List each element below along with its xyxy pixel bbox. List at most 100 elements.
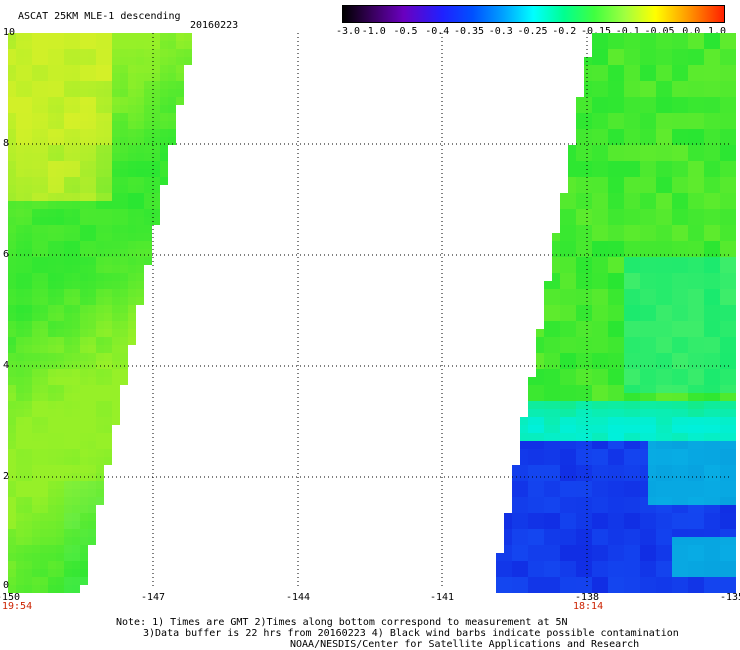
swath-cell	[568, 425, 576, 433]
swath-cell	[656, 185, 664, 193]
swath-cell	[8, 105, 16, 113]
swath-cell	[592, 73, 600, 81]
swath-cell	[688, 385, 696, 393]
swath-cell	[680, 305, 688, 313]
swath-cell	[600, 97, 608, 105]
swath-cell	[616, 217, 624, 225]
swath-cell	[16, 129, 24, 137]
swath-cell	[104, 73, 112, 81]
swath-cell	[72, 377, 80, 385]
swath-cell	[8, 417, 16, 425]
swath-cell	[696, 57, 704, 65]
swath-cell	[16, 433, 24, 441]
swath-cell	[648, 553, 656, 561]
swath-cell	[664, 281, 672, 289]
swath-cell	[64, 337, 72, 345]
swath-cell	[48, 401, 56, 409]
swath-cell	[520, 497, 528, 505]
swath-cell	[616, 529, 624, 537]
swath-cell	[104, 49, 112, 57]
swath-cell	[16, 305, 24, 313]
swath-cell	[720, 201, 728, 209]
swath-cell	[64, 169, 72, 177]
swath-cell	[16, 153, 24, 161]
swath-cell	[656, 561, 664, 569]
swath-cell	[544, 353, 552, 361]
swath-cell	[632, 121, 640, 129]
swath-cell	[80, 417, 88, 425]
swath-cell	[16, 345, 24, 353]
swath-cell	[520, 417, 528, 425]
swath-cell	[104, 41, 112, 49]
swath-cell	[584, 137, 592, 145]
swath-cell	[520, 505, 528, 513]
swath-cell	[688, 225, 696, 233]
swath-cell	[648, 345, 656, 353]
swath-cell	[656, 73, 664, 81]
swath-cell	[48, 489, 56, 497]
swath-cell	[64, 465, 72, 473]
swath-cell	[24, 281, 32, 289]
swath-cell	[8, 537, 16, 545]
swath-cell	[88, 201, 96, 209]
swath-cell	[648, 209, 656, 217]
swath-cell	[648, 225, 656, 233]
swath-cell	[592, 273, 600, 281]
swath-cell	[56, 409, 64, 417]
swath-cell	[688, 449, 696, 457]
swath-cell	[728, 273, 736, 281]
swath-cell	[672, 377, 680, 385]
swath-cell	[120, 137, 128, 145]
swath-cell	[680, 553, 688, 561]
swath-cell	[616, 449, 624, 457]
swath-cell	[8, 313, 16, 321]
swath-cell	[48, 457, 56, 465]
swath-cell	[544, 529, 552, 537]
swath-cell	[48, 545, 56, 553]
swath-cell	[88, 393, 96, 401]
swath-cell	[712, 225, 720, 233]
swath-cell	[152, 49, 160, 57]
swath-cell	[680, 57, 688, 65]
swath-cell	[80, 41, 88, 49]
colorbar-tick-label: -3.0	[335, 26, 361, 37]
swath-cell	[728, 57, 736, 65]
swath-cell	[72, 513, 80, 521]
swath-cell	[720, 265, 728, 273]
swath-cell	[624, 561, 632, 569]
swath-cell	[136, 49, 144, 57]
swath-cell	[728, 529, 736, 537]
swath-cell	[608, 185, 616, 193]
swath-cell	[672, 505, 680, 513]
swath-cell	[72, 441, 80, 449]
swath-cell	[48, 465, 56, 473]
swath-cell	[128, 201, 136, 209]
swath-cell	[528, 449, 536, 457]
swath-cell	[680, 217, 688, 225]
swath-cell	[144, 105, 152, 113]
swath-cell	[64, 481, 72, 489]
swath-cell	[704, 577, 712, 585]
note-line-2: 3)Data buffer is 22 hrs from 20160223 4)…	[143, 628, 679, 639]
swath-cell	[664, 329, 672, 337]
swath-cell	[16, 273, 24, 281]
swath-cell	[96, 433, 104, 441]
swath-cell	[728, 65, 736, 73]
swath-cell	[624, 305, 632, 313]
swath-cell	[568, 441, 576, 449]
swath-cell	[632, 193, 640, 201]
swath-cell	[648, 217, 656, 225]
swath-cell	[32, 41, 40, 49]
swath-cell	[8, 97, 16, 105]
swath-cell	[664, 153, 672, 161]
swath-cell	[680, 89, 688, 97]
swath-cell	[680, 521, 688, 529]
swath-cell	[72, 217, 80, 225]
swath-cell	[32, 65, 40, 73]
swath-cell	[120, 113, 128, 121]
swath-cell	[32, 33, 40, 41]
swath-cell	[640, 369, 648, 377]
swath-cell	[632, 209, 640, 217]
swath-cell	[696, 361, 704, 369]
swath-cell	[64, 81, 72, 89]
